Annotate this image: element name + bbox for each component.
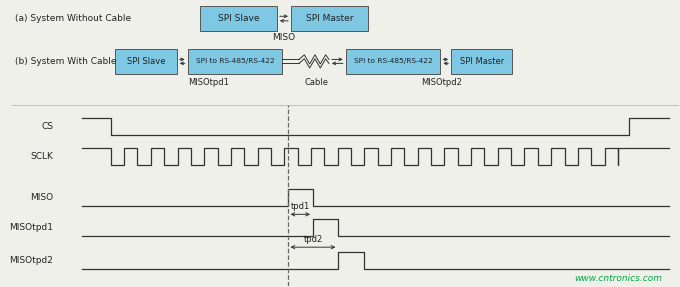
Text: CS: CS bbox=[41, 122, 54, 131]
Text: MISOtpd1: MISOtpd1 bbox=[10, 223, 54, 232]
Text: SCLK: SCLK bbox=[31, 152, 54, 161]
FancyBboxPatch shape bbox=[200, 6, 277, 31]
Text: MISO: MISO bbox=[273, 33, 296, 42]
Text: SPI Slave: SPI Slave bbox=[127, 57, 165, 66]
Text: MISOtpd1: MISOtpd1 bbox=[188, 77, 229, 87]
Text: SPI to RS-485/RS-422: SPI to RS-485/RS-422 bbox=[354, 58, 432, 64]
Text: (a) System Without Cable: (a) System Without Cable bbox=[16, 14, 131, 23]
Text: SPI to RS-485/RS-422: SPI to RS-485/RS-422 bbox=[196, 58, 274, 64]
Text: (b) System With Cable: (b) System With Cable bbox=[16, 57, 117, 66]
Text: www.cntronics.com: www.cntronics.com bbox=[575, 274, 662, 284]
Text: MISOtpd2: MISOtpd2 bbox=[10, 256, 54, 265]
Text: tpd1: tpd1 bbox=[290, 202, 310, 211]
Text: SPI Slave: SPI Slave bbox=[218, 14, 259, 23]
FancyBboxPatch shape bbox=[345, 49, 441, 73]
Text: SPI Master: SPI Master bbox=[460, 57, 504, 66]
Text: tpd2: tpd2 bbox=[303, 235, 322, 244]
FancyBboxPatch shape bbox=[291, 6, 368, 31]
Text: SPI Master: SPI Master bbox=[305, 14, 353, 23]
FancyBboxPatch shape bbox=[188, 49, 282, 73]
Text: Cable: Cable bbox=[305, 77, 329, 87]
Text: MISOtpd2: MISOtpd2 bbox=[422, 77, 462, 87]
Text: MISO: MISO bbox=[31, 193, 54, 202]
FancyBboxPatch shape bbox=[116, 49, 177, 73]
FancyBboxPatch shape bbox=[451, 49, 513, 73]
